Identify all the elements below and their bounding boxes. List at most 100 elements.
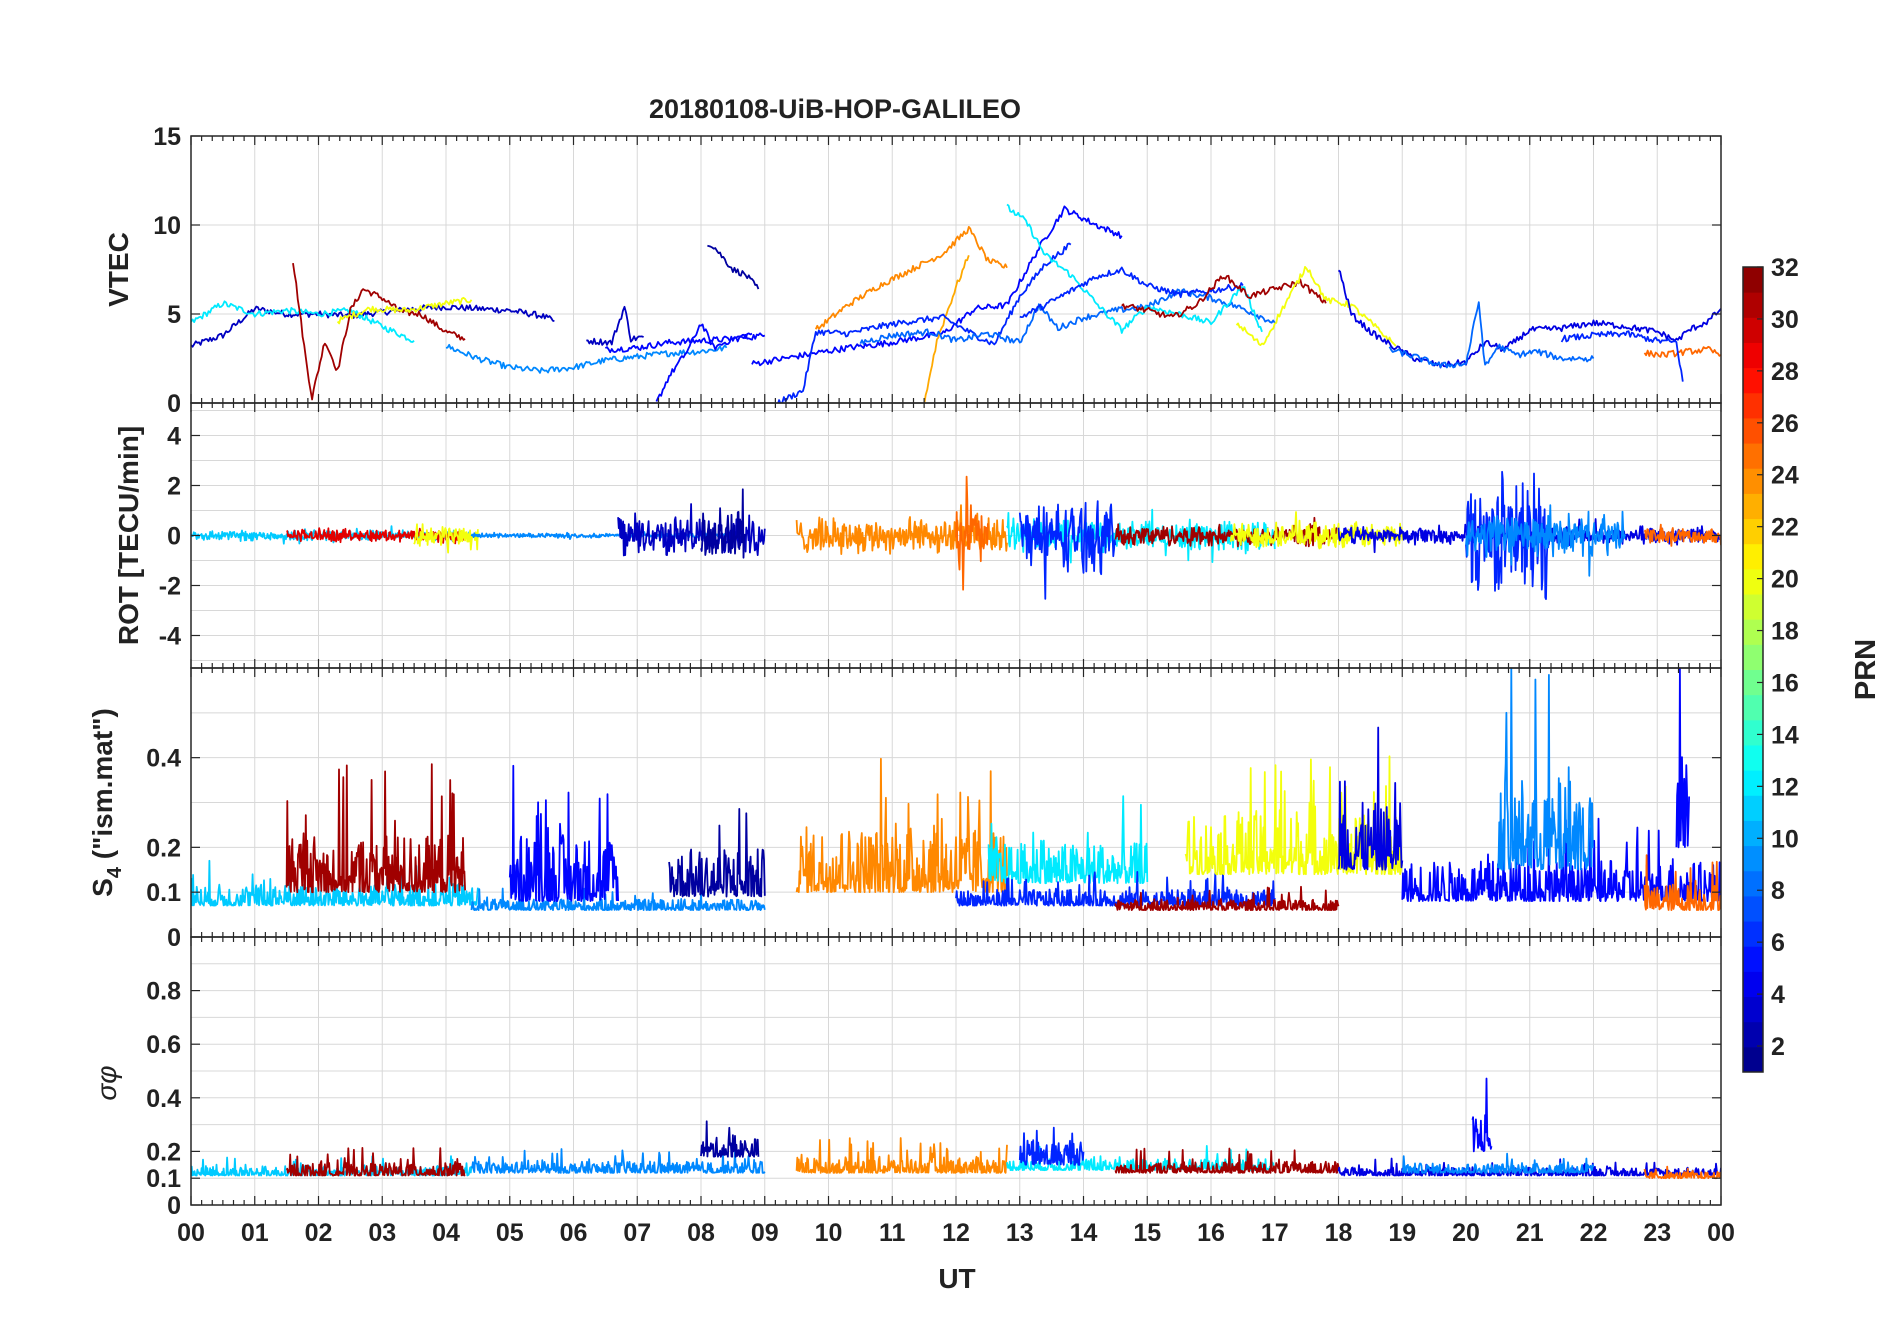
colorbar-bin	[1743, 543, 1763, 570]
series-layer	[191, 203, 1721, 1180]
series-line-rot-prn20	[413, 523, 479, 554]
y-tick-label-rot: -4	[159, 623, 181, 651]
colorbar-bin	[1743, 946, 1763, 972]
colorbar-bin	[1743, 895, 1763, 922]
series-group-rot	[191, 470, 1721, 600]
y-tick-label-vtec: 15	[153, 123, 181, 151]
series-line-vtec-prn20	[1235, 266, 1397, 347]
colorbar-tick-label: 16	[1771, 669, 1799, 697]
y-tick-label-rot: -2	[159, 573, 181, 601]
colorbar-tick-label: 32	[1771, 254, 1799, 282]
series-line-sigma_phi-prn6	[1018, 1126, 1085, 1166]
series-line-s4-prn2	[668, 808, 766, 898]
series-line-vtec-prn20	[336, 296, 473, 325]
series-line-rot-prn20	[1229, 511, 1404, 550]
colorbar-label: PRN	[1850, 639, 1882, 700]
x-tick-label: 23	[1643, 1219, 1671, 1247]
x-tick-label: 11	[879, 1219, 906, 1247]
y-tick-label-rot: 4	[167, 423, 181, 451]
colorbar-bin	[1743, 468, 1763, 494]
series-line-vtec-prn6	[1019, 266, 1244, 318]
colorbar-bin	[1743, 392, 1763, 419]
series-line-rot-prn9	[1465, 504, 1627, 577]
y-axis-label-rot: ROT [TECU/min]	[113, 426, 144, 645]
series-line-vtec-prn4	[1337, 269, 1721, 369]
colorbar-bin	[1743, 719, 1763, 746]
series-line-s4-prn31	[1114, 885, 1340, 911]
colorbar-bin	[1743, 342, 1763, 369]
colorbar-bin	[1743, 367, 1763, 394]
series-line-s4-prn11	[191, 858, 479, 907]
colorbar-bin	[1743, 669, 1763, 696]
series-group-s4	[191, 668, 1721, 911]
colorbar-bin	[1743, 770, 1763, 796]
colorbar-bin	[1743, 568, 1763, 595]
x-axis-label: UT	[938, 1263, 975, 1294]
x-tick-label: 02	[305, 1219, 333, 1247]
series-line-vtec-prn24	[814, 226, 1008, 330]
x-tick-label: 05	[496, 1219, 524, 1247]
colorbar-bin	[1743, 996, 1763, 1023]
x-tick-label: 03	[368, 1219, 396, 1247]
series-line-sigma_phi-prn31	[285, 1147, 466, 1177]
colorbar-tick-label: 8	[1771, 877, 1785, 905]
colorbar-tick-label: 20	[1771, 566, 1799, 594]
x-tick-label: 07	[623, 1219, 651, 1247]
series-line-rot-prn6	[1018, 500, 1117, 600]
colorbar-tick-label: 10	[1771, 825, 1799, 853]
colorbar-bin	[1743, 820, 1763, 847]
y-tick-label-rot: 2	[167, 473, 181, 501]
series-line-sigma_phi-prn9	[470, 1148, 766, 1174]
x-tick-label: 12	[942, 1219, 970, 1247]
series-line-s4-prn9	[1497, 668, 1595, 871]
colorbar-bin	[1743, 870, 1763, 897]
colorbar-bin	[1743, 1021, 1763, 1048]
colorbar-bin	[1743, 1046, 1763, 1073]
series-line-vtec-prn2	[707, 244, 760, 290]
y-tick-label-s4: 0	[167, 924, 181, 952]
series-line-sigma_phi-prn5	[1471, 1077, 1493, 1153]
colorbar-tick-label: 12	[1771, 773, 1799, 801]
colorbar-bin	[1743, 417, 1763, 444]
colorbar-tick-label: 4	[1771, 981, 1785, 1009]
y-axis-label-sigma_phi: σφ	[91, 1065, 122, 1100]
colorbar-tick-label: 26	[1771, 410, 1799, 438]
y-axis-label-main: S	[87, 878, 118, 897]
y-axis-label-rest: ("ism.mat")	[87, 708, 118, 867]
colorbar-tick-label: 14	[1771, 721, 1799, 749]
colorbar-bin	[1743, 317, 1763, 343]
series-line-rot-prn2	[700, 488, 747, 559]
series-line-rot-prn29	[286, 527, 466, 545]
colorbar-bin	[1743, 594, 1763, 620]
y-tick-label-vtec: 5	[167, 301, 181, 329]
colorbar-tick-label: 30	[1771, 306, 1799, 334]
y-tick-label-sigma_phi: 0.4	[146, 1085, 181, 1113]
y-tick-label-vtec: 0	[167, 390, 181, 418]
y-tick-label-s4: 0.1	[146, 879, 181, 907]
series-line-sigma_phi-prn2	[700, 1120, 760, 1158]
x-tick-label: 15	[1133, 1219, 1161, 1247]
y-axis-label-s4: S4 ("ism.mat")	[87, 708, 126, 897]
colorbar-tick-label: 2	[1771, 1033, 1785, 1061]
chart-title: 20180108-UiB-HOP-GALILEO	[649, 94, 1021, 124]
series-line-sigma_phi-prn25	[1643, 1165, 1721, 1180]
series-group-vtec	[191, 203, 1721, 403]
series-line-s4-prn25	[1643, 854, 1721, 911]
series-line-vtec-prn5	[604, 332, 766, 354]
colorbar-tick-label: 18	[1771, 618, 1799, 646]
series-line-s4-prn24	[795, 757, 1008, 894]
y-tick-label-rot: 0	[167, 523, 181, 551]
x-tick-label: 08	[687, 1219, 715, 1247]
y-tick-label-sigma_phi: 0.1	[146, 1165, 181, 1193]
x-tick-label: 00	[1707, 1219, 1735, 1247]
series-line-vtec-prn5	[655, 323, 753, 402]
y-tick-label-sigma_phi: 0.6	[146, 1031, 181, 1059]
series-line-vtec-prn8	[859, 288, 1276, 345]
x-tick-label: 14	[1070, 1219, 1098, 1247]
colorbar-bin	[1743, 644, 1763, 670]
colorbar-bin	[1743, 267, 1763, 293]
series-line-vtec-prn12	[191, 300, 415, 343]
